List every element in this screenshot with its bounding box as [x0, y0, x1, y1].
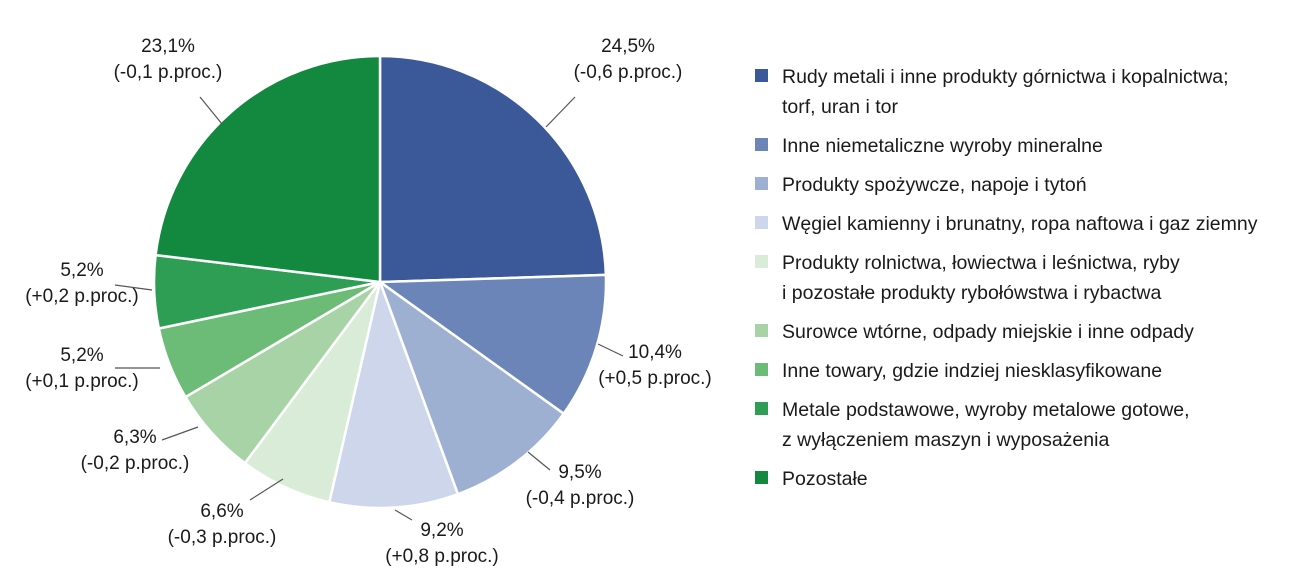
legend-item: Inne towary, gdzie indziej niesklasyfiko…	[755, 356, 1295, 386]
leader-line	[199, 96, 223, 125]
legend-item: Węgiel kamienny i brunatny, ropa naftowa…	[755, 209, 1295, 239]
legend-label-line: Inne niemetaliczne wyroby mineralne	[782, 135, 1103, 157]
leader-line	[545, 96, 576, 128]
legend-label: Inne towary, gdzie indziej niesklasyfiko…	[782, 356, 1162, 386]
slice-value-label: 9,2%	[420, 520, 463, 541]
legend-item: Metale podstawowe, wyroby metalowe gotow…	[755, 395, 1295, 455]
slice-value-label: 6,3%	[113, 427, 156, 448]
legend-item: Produkty rolnictwa, łowiectwa i leśnictw…	[755, 248, 1295, 308]
slice-change-label: (+0,1 p.proc.)	[25, 371, 139, 392]
legend-swatch	[755, 402, 768, 415]
leader-line	[114, 284, 153, 291]
legend-swatch	[755, 216, 768, 229]
leader-line	[161, 426, 199, 441]
pie-slice	[378, 54, 608, 284]
slice-value-label: 24,5%	[601, 36, 655, 57]
slice-change-label: (-0,6 p.proc.)	[574, 62, 683, 83]
legend-label-line: Produkty spożywcze, napoje i tytoń	[782, 174, 1087, 196]
slice-change-label: (+0,8 p.proc.)	[385, 546, 499, 567]
legend-label: Surowce wtórne, odpady miejskie i inne o…	[782, 317, 1194, 347]
legend-label-line: Metale podstawowe, wyroby metalowe gotow…	[782, 399, 1190, 421]
leader-line	[394, 509, 413, 521]
legend-label-line: Węgiel kamienny i brunatny, ropa naftowa…	[782, 213, 1258, 235]
legend-label: Produkty spożywcze, napoje i tytoń	[782, 170, 1087, 200]
legend-label-line: torf, uran i tor	[782, 96, 898, 118]
legend-item: Pozostałe	[755, 464, 1295, 494]
legend-swatch	[755, 324, 768, 337]
slice-change-label: (-0,1 p.proc.)	[114, 62, 223, 83]
slice-value-label: 9,5%	[558, 462, 601, 483]
legend-swatch	[755, 177, 768, 190]
legend-label-line: z wyłączeniem maszyn i wyposażenia	[782, 429, 1110, 451]
pie-slice	[377, 278, 566, 496]
pie-slice	[376, 273, 608, 416]
legend-label: Produkty rolnictwa, łowiectwa i leśnictw…	[782, 248, 1180, 308]
pie-slice	[154, 54, 382, 284]
legend-item: Rudy metali i inne produkty górnictwa i …	[755, 62, 1295, 122]
slice-value-label: 5,2%	[60, 345, 103, 366]
legend-item: Inne niemetaliczne wyroby mineralne	[755, 131, 1295, 161]
slice-value-label: 5,2%	[60, 260, 103, 281]
slice-value-label: 10,4%	[628, 342, 682, 363]
slice-change-label: (-0,3 p.proc.)	[168, 527, 277, 548]
legend-swatch	[755, 255, 768, 268]
slice-change-label: (+0,2 p.proc.)	[25, 286, 139, 307]
legend-label: Rudy metali i inne produkty górnictwa i …	[782, 62, 1229, 122]
legend-label: Inne niemetaliczne wyroby mineralne	[782, 131, 1103, 161]
legend-swatch	[755, 69, 768, 82]
legend-swatch	[755, 363, 768, 376]
legend-label: Węgiel kamienny i brunatny, ropa naftowa…	[782, 209, 1257, 239]
legend: Rudy metali i inne produkty górnictwa i …	[755, 62, 1295, 503]
legend-label-line: i pozostałe produkty rybołówstwa i rybac…	[782, 282, 1162, 304]
legend-swatch	[755, 138, 768, 151]
legend-item: Produkty spożywcze, napoje i tytoń	[755, 170, 1295, 200]
slice-value-label: 23,1%	[141, 36, 195, 57]
slice-change-label: (-0,2 p.proc.)	[81, 453, 190, 474]
slice-change-label: (-0,4 p.proc.)	[526, 488, 635, 509]
slice-change-label: (+0,5 p.proc.)	[598, 368, 712, 389]
legend-label-line: Surowce wtórne, odpady miejskie i inne o…	[782, 321, 1194, 343]
legend-swatch	[755, 471, 768, 484]
slice-value-label: 6,6%	[200, 501, 243, 522]
legend-label: Metale podstawowe, wyroby metalowe gotow…	[782, 395, 1190, 455]
legend-label-line: Inne towary, gdzie indziej niesklasyfiko…	[782, 360, 1163, 382]
legend-label: Pozostałe	[782, 464, 868, 494]
legend-item: Surowce wtórne, odpady miejskie i inne o…	[755, 317, 1295, 347]
leader-line	[597, 343, 624, 357]
legend-label-line: Rudy metali i inne produkty górnictwa i …	[782, 66, 1229, 88]
leader-line	[249, 478, 284, 501]
legend-label-line: Pozostałe	[782, 468, 868, 490]
pie-slice	[327, 277, 460, 510]
leader-line	[527, 451, 551, 471]
legend-label-line: Produkty rolnictwa, łowiectwa i leśnictw…	[782, 252, 1180, 274]
